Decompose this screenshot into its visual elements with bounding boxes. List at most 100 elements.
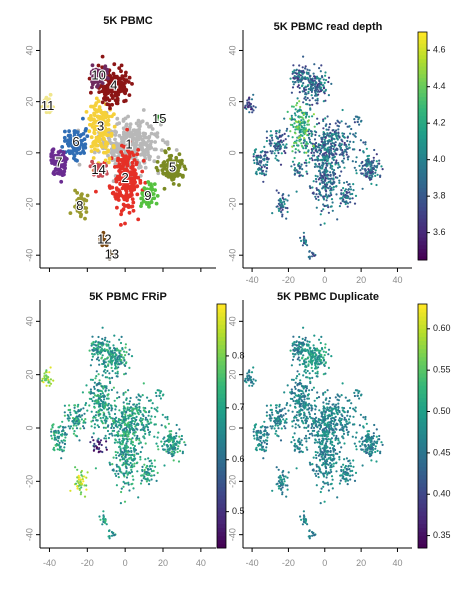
colorbar-segment — [217, 328, 226, 333]
data-point — [355, 169, 358, 172]
data-point — [94, 138, 98, 143]
data-point — [327, 194, 330, 197]
data-point — [115, 122, 119, 126]
data-point — [303, 151, 306, 154]
data-point — [115, 96, 120, 101]
data-point — [336, 413, 339, 416]
data-point — [92, 346, 95, 350]
data-point — [320, 422, 323, 425]
data-point — [315, 397, 319, 400]
data-point — [372, 167, 375, 170]
data-point — [373, 148, 376, 152]
data-point — [279, 163, 283, 166]
data-point — [324, 151, 327, 154]
colorbar-segment — [418, 248, 427, 253]
data-point — [300, 119, 303, 122]
data-point — [118, 409, 121, 412]
data-point — [115, 347, 119, 350]
data-point — [130, 464, 133, 467]
data-point — [110, 363, 113, 366]
data-point — [119, 453, 122, 456]
data-point — [318, 169, 321, 172]
colorbar-segment — [418, 218, 427, 223]
data-point — [319, 448, 322, 451]
y-tick-label: 20 — [227, 97, 237, 107]
data-point — [330, 82, 333, 85]
data-point — [119, 448, 122, 451]
colorbar-segment — [217, 442, 226, 447]
data-point — [314, 162, 317, 165]
data-point — [302, 141, 305, 144]
data-point — [112, 62, 117, 67]
chart-title: 5K PBMC — [103, 15, 153, 27]
colorbar-segment — [418, 229, 427, 234]
data-point — [65, 138, 70, 143]
data-point — [146, 420, 149, 423]
data-point — [355, 431, 358, 434]
colorbar-tick-label: 4.2 — [433, 118, 446, 128]
colorbar-segment — [418, 180, 427, 185]
data-point — [52, 448, 55, 451]
data-point — [121, 348, 124, 351]
data-point — [177, 159, 182, 164]
data-point — [74, 482, 78, 485]
data-point — [122, 447, 125, 450]
data-point — [140, 421, 143, 424]
colorbar-segment — [217, 454, 226, 459]
data-point — [125, 476, 129, 479]
data-point — [117, 66, 122, 70]
data-point — [326, 132, 329, 135]
data-point — [89, 388, 92, 391]
data-point — [302, 82, 305, 85]
data-point — [137, 452, 140, 455]
data-point — [329, 483, 332, 486]
data-point — [293, 122, 296, 125]
data-point — [60, 457, 63, 460]
data-point — [141, 158, 146, 163]
data-point — [261, 169, 265, 172]
data-point — [109, 131, 114, 136]
data-point — [305, 71, 308, 74]
data-point — [122, 407, 125, 410]
data-point — [341, 159, 344, 162]
data-point — [273, 152, 276, 155]
data-point — [135, 403, 139, 406]
data-point — [68, 404, 71, 407]
data-point — [49, 382, 53, 385]
data-point — [343, 150, 346, 153]
data-point — [338, 417, 341, 420]
data-point — [156, 436, 159, 439]
data-point — [133, 465, 136, 468]
data-point — [270, 136, 274, 139]
data-point — [107, 360, 110, 363]
data-point — [307, 149, 310, 152]
data-point — [122, 130, 126, 135]
data-point — [119, 69, 123, 74]
colorbar-segment — [418, 153, 427, 158]
data-point — [302, 126, 305, 129]
data-point — [307, 255, 310, 259]
data-point — [260, 166, 263, 169]
data-point — [111, 190, 116, 195]
data-point — [303, 437, 306, 440]
data-point — [129, 131, 133, 135]
data-point — [324, 447, 327, 450]
colorbar-segment — [418, 81, 427, 86]
data-point — [91, 378, 94, 381]
data-point — [111, 463, 114, 466]
data-point — [97, 90, 102, 94]
data-point — [131, 411, 134, 414]
data-point — [324, 177, 327, 180]
data-point — [281, 208, 284, 211]
data-point — [56, 436, 59, 439]
data-point — [284, 151, 287, 155]
data-point — [83, 412, 86, 415]
data-point — [91, 348, 94, 351]
data-point — [364, 141, 367, 144]
data-point — [49, 378, 53, 381]
data-point — [102, 121, 106, 125]
data-point — [321, 171, 325, 174]
data-point — [80, 491, 83, 494]
data-point — [324, 179, 327, 182]
data-point — [335, 129, 338, 132]
